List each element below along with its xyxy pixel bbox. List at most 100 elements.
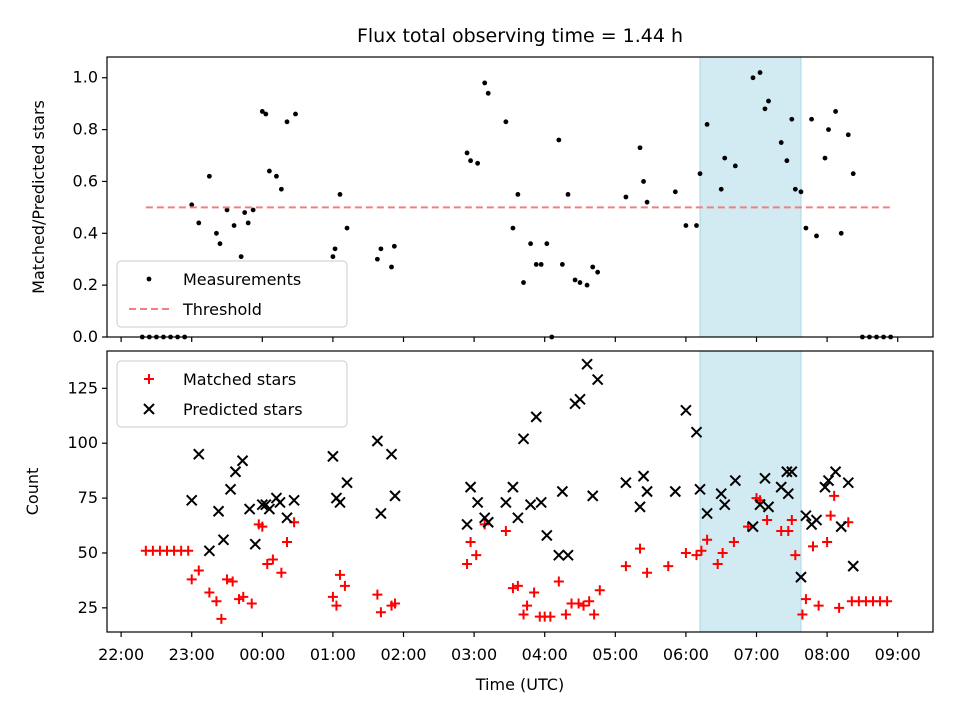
bottom-predicted-point — [507, 481, 519, 493]
top-point — [838, 230, 844, 236]
top-point — [814, 233, 819, 239]
bottom-predicted-point — [500, 496, 512, 509]
bottom-legend-box — [116, 360, 348, 428]
bottom-matched-point — [589, 609, 600, 620]
bottom-matched-point — [691, 550, 702, 561]
top-point — [732, 163, 738, 169]
top-point — [590, 264, 596, 270]
bottom-matched-point — [529, 587, 540, 598]
top-point — [694, 223, 699, 228]
bottom-matched-point — [375, 607, 386, 618]
bottom-matched-point — [183, 545, 194, 556]
top-point — [196, 220, 202, 226]
bottom-matched-point — [807, 541, 818, 552]
bottom-predicted-point — [461, 518, 473, 531]
bottom-matched-point — [578, 600, 589, 611]
bottom-matched-point — [712, 558, 723, 569]
top-point — [792, 186, 798, 192]
top-point — [263, 111, 269, 117]
top-point — [762, 106, 768, 112]
top-y-tick-label: 0.8 — [73, 120, 98, 139]
top-point — [224, 207, 230, 213]
bottom-predicted-point — [541, 529, 553, 542]
top-point — [683, 223, 689, 228]
bottom-matched-point — [462, 558, 473, 569]
bottom-predicted-point — [530, 411, 542, 423]
top-point — [293, 111, 298, 117]
x-tick-label: 09:00 — [875, 645, 921, 664]
bottom-y-tick-label: 125 — [67, 378, 98, 397]
top-point — [482, 80, 488, 86]
top-point — [533, 262, 539, 267]
bottom-matched-point — [834, 602, 845, 613]
top-point — [389, 264, 394, 270]
bottom-predicted-point — [847, 560, 859, 572]
bottom-predicted-point — [835, 520, 847, 533]
bottom-matched-point — [560, 609, 571, 620]
top-point — [510, 225, 516, 231]
bottom-y-tick-label: 50 — [78, 543, 98, 562]
bottom-predicted-point — [375, 507, 387, 520]
bottom-matched-point — [642, 567, 653, 578]
top-point — [637, 145, 643, 151]
bottom-matched-point — [238, 591, 249, 602]
bottom-predicted-point — [782, 487, 794, 500]
bottom-matched-point — [620, 561, 631, 572]
top-y-tick-label: 0.6 — [73, 171, 98, 190]
bottom-matched-point — [717, 547, 728, 558]
bottom-predicted-point — [719, 498, 731, 511]
top-y-tick-label: 0.0 — [73, 327, 98, 346]
top-point — [850, 171, 856, 177]
bottom-matched-point — [783, 526, 794, 537]
chart-title: Flux total observing time = 1.44 h — [357, 25, 683, 47]
top-axes-frame — [106, 56, 934, 338]
top-point — [641, 179, 646, 184]
bottom-predicted-point — [556, 485, 569, 498]
top-point — [214, 230, 219, 236]
bottom-predicted-point — [224, 483, 237, 496]
bottom-series-0 — [140, 490, 893, 624]
bottom-predicted-point — [694, 483, 706, 496]
bottom-matched-point — [545, 611, 556, 622]
top-point — [577, 280, 583, 285]
bottom-predicted-point — [236, 455, 249, 467]
bottom-predicted-point — [701, 507, 713, 520]
top-y-axis-label: Matched/Predicted stars — [29, 100, 48, 294]
bottom-matched-point — [762, 515, 773, 526]
bottom-predicted-point — [229, 466, 242, 478]
top-point — [718, 186, 724, 192]
top-point — [274, 173, 279, 179]
top-point — [644, 199, 650, 205]
x-axis-label: Time (UTC) — [475, 675, 564, 694]
bottom-predicted-point — [680, 404, 692, 416]
bottom-matched-point — [216, 613, 227, 624]
bottom-matched-point — [211, 596, 222, 607]
bottom-matched-point — [663, 561, 674, 572]
bottom-predicted-point — [524, 498, 537, 511]
bottom-matched-point — [825, 510, 836, 521]
bottom-matched-point — [813, 600, 824, 611]
bottom-predicted-point — [819, 481, 831, 493]
bottom-matched-point — [257, 521, 268, 532]
x-tick-label: 00:00 — [239, 645, 285, 664]
top-point — [344, 225, 350, 231]
bottom-predicted-point — [581, 358, 593, 370]
top-point — [250, 207, 256, 213]
bottom-predicted-point — [800, 509, 812, 522]
x-tick-label: 03:00 — [451, 645, 497, 664]
top-panel: 0.0 0.2 0.4 0.6 0.8 1.0 Matched/Predicted star… — [29, 56, 934, 346]
top-point — [503, 119, 509, 125]
bottom-predicted-point — [249, 538, 261, 550]
bottom-predicted-point — [256, 498, 269, 511]
bottom-predicted-point — [759, 472, 771, 485]
bottom-matched-point — [222, 574, 233, 585]
bottom-predicted-point — [690, 426, 703, 438]
top-point — [697, 171, 703, 177]
bottom-matched-point — [334, 569, 345, 580]
bottom-predicted-point — [274, 496, 286, 509]
top-point — [242, 210, 248, 215]
bottom-predicted-point — [482, 516, 494, 528]
bottom-matched-point — [500, 526, 511, 537]
top-point — [544, 241, 550, 247]
bottom-matched-point — [372, 589, 383, 600]
